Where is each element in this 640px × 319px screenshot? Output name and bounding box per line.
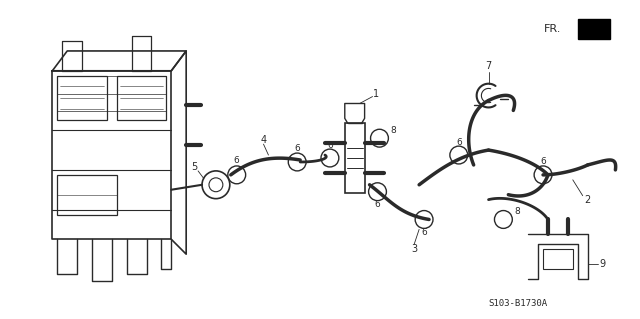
Text: FR.: FR. [543, 24, 561, 34]
Text: 6: 6 [234, 157, 239, 166]
Text: 6: 6 [540, 158, 546, 167]
Text: 8: 8 [390, 126, 396, 135]
Text: 6: 6 [294, 144, 300, 152]
Text: S103-B1730A: S103-B1730A [489, 299, 548, 308]
Text: 9: 9 [600, 259, 605, 269]
Text: 5: 5 [191, 162, 197, 172]
Text: 6: 6 [374, 200, 380, 209]
Text: 6: 6 [327, 141, 333, 150]
Text: 4: 4 [260, 135, 266, 145]
Text: 7: 7 [485, 61, 492, 71]
Text: 6: 6 [456, 138, 461, 147]
Text: 6: 6 [421, 228, 427, 237]
Text: 3: 3 [411, 244, 417, 254]
Text: 2: 2 [584, 195, 591, 205]
Text: 8: 8 [515, 207, 520, 216]
Polygon shape [578, 19, 611, 39]
Text: 1: 1 [374, 89, 380, 99]
